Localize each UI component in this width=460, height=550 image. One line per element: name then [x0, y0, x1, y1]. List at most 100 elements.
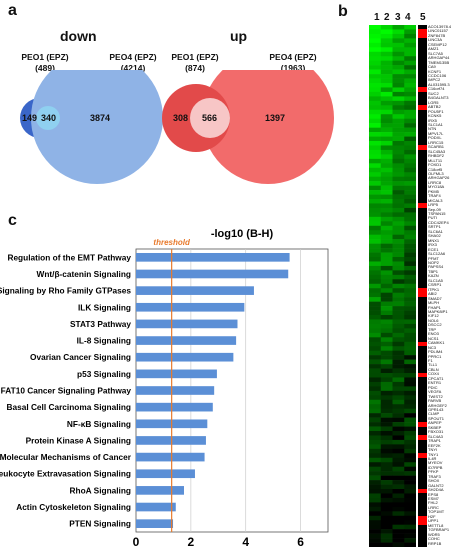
heatmap-cell: [369, 257, 382, 262]
heatmap-cell: [380, 448, 393, 454]
heatmap-cell: [404, 203, 416, 209]
heatmap-cell: [369, 422, 382, 427]
heatmap-cell: [369, 176, 382, 182]
heatmap-gene-label: TMEM135B: [428, 59, 450, 65]
venn-up-set1-label: PEO1 (EPZ) (874): [171, 52, 219, 73]
heatmap-gene-label: SH2D4A: [428, 487, 444, 493]
heatmap-cell: [369, 453, 382, 459]
heatmap-cell: [392, 274, 405, 280]
heatmap-gene-label: H2F: [428, 513, 436, 519]
heatmap-flag-cell: [418, 435, 427, 440]
venn-up-set2-label: PEO4 (EPZ) (1963): [269, 52, 317, 73]
heatmap-cell: [380, 47, 393, 53]
heatmap-cell: [380, 373, 393, 378]
heatmap-cell: [392, 439, 405, 445]
heatmap-cell: [369, 399, 382, 405]
heatmap-cell: [369, 199, 382, 204]
heatmap-cell: [392, 417, 405, 423]
heatmap-gene-label: NOL6: [428, 317, 439, 323]
heatmap-gene-label: IL4R: [428, 455, 437, 461]
heatmap-cell: [392, 511, 405, 517]
heatmap-cell: [380, 252, 393, 258]
heatmap-cell: [369, 426, 382, 432]
bar: [136, 286, 254, 295]
heatmap-gene-label: IMPC2: [428, 77, 441, 83]
heatmap-cell: [380, 132, 393, 137]
heatmap-gene-label: SPOUT1: [428, 415, 445, 421]
heatmap-gene-label: COX4: [428, 371, 439, 377]
heatmap-cell: [369, 462, 382, 467]
heatmap-gene-label: PDIC: [428, 384, 438, 390]
heatmap-cell: [380, 33, 393, 39]
heatmap-col-1: 1: [374, 12, 380, 23]
category-label: IL-8 Signaling: [77, 336, 131, 346]
heatmap-gene-label: RHBDF2: [428, 153, 445, 159]
heatmap-gene-label: FBXO31: [428, 429, 444, 435]
heatmap-cell: [404, 141, 416, 146]
heatmap-cell: [392, 225, 405, 231]
heatmap-cell: [404, 355, 416, 360]
heatmap-gene-label: MYO18A: [428, 184, 445, 190]
heatmap-cell: [380, 310, 393, 316]
x-tick-label: 4: [242, 535, 249, 549]
heatmap-cell: [380, 176, 393, 182]
heatmap-cell: [380, 413, 393, 418]
heatmap-cell: [392, 328, 405, 334]
heatmap-cell: [392, 136, 405, 142]
heatmap-cell: [380, 395, 393, 401]
heatmap-cell: [369, 270, 382, 276]
heatmap-gene-label: ARHGAP26: [428, 175, 450, 181]
heatmap-gene-label: TNYI: [428, 447, 438, 453]
heatmap-cell: [392, 471, 405, 476]
heatmap-cell: [392, 149, 405, 155]
heatmap-cell: [380, 315, 393, 320]
heatmap-cell: [369, 51, 382, 57]
heatmap-cell: [404, 435, 416, 441]
heatmap-cell: [392, 435, 405, 441]
heatmap-cell: [380, 462, 393, 467]
heatmap-cell: [380, 56, 393, 61]
heatmap-cell: [380, 435, 393, 441]
heatmap-cell: [369, 408, 382, 414]
heatmap-cell: [392, 56, 405, 61]
heatmap-cell: [380, 239, 393, 244]
heatmap-flag-cell: [418, 489, 427, 494]
heatmap-cell: [392, 292, 405, 298]
heatmap-cell: [392, 413, 405, 418]
heatmap-cell: [380, 346, 393, 351]
heatmap-cell: [369, 42, 382, 48]
heatmap-cell: [380, 105, 393, 111]
heatmap-gene-label: IRX3: [428, 242, 437, 248]
heatmap-gene-label: C16orf74: [428, 86, 445, 92]
heatmap-cell: [404, 185, 416, 191]
heatmap-cell: [380, 377, 393, 383]
heatmap-cell: [404, 511, 416, 517]
heatmap-cell: [369, 315, 382, 320]
heatmap-cell: [392, 422, 405, 427]
heatmap-cell: [392, 216, 405, 222]
heatmap-cell: [380, 29, 393, 35]
heatmap-cell: [404, 413, 416, 418]
heatmap-cell: [369, 377, 382, 383]
heatmap-cell: [392, 288, 405, 293]
heatmap-cell: [404, 350, 416, 356]
heatmap-gene-label: LRRC8: [428, 179, 442, 185]
heatmap-cell: [380, 123, 393, 128]
heatmap-cell: [392, 167, 405, 173]
heatmap-cell: [404, 60, 416, 66]
heatmap-gene-label: EEF2K: [428, 442, 441, 448]
heatmap-cell: [392, 373, 405, 378]
heatmap-cell: [404, 444, 416, 450]
bar: [136, 519, 174, 529]
heatmap-cell: [369, 100, 382, 106]
heatmap-cell: [392, 190, 405, 195]
heatmap-gene-label: NTN: [428, 126, 437, 132]
heatmap-cell: [404, 341, 416, 347]
heatmap-cell: [392, 33, 405, 39]
heatmap-cell: [404, 239, 416, 244]
heatmap-cell: [404, 466, 416, 472]
heatmap-flag-cell: [418, 288, 427, 293]
heatmap-cell: [404, 422, 416, 427]
heatmap-flag-cell: [418, 515, 427, 521]
heatmap-cell: [380, 190, 393, 195]
